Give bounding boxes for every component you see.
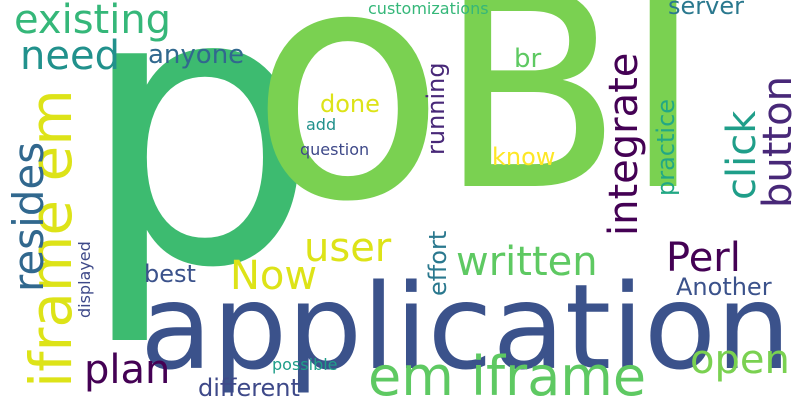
- word-o: o: [250, 0, 446, 272]
- word-effort: effort: [424, 230, 452, 296]
- word-application: application: [140, 258, 791, 396]
- word-em-iframe: em iframe: [368, 345, 647, 400]
- word-button: button: [755, 76, 800, 208]
- word-possible: possible: [272, 355, 338, 374]
- word-p: p: [78, 0, 320, 351]
- word-practice: practice: [652, 98, 680, 196]
- word-bi: BI: [438, 0, 703, 250]
- word-question: question: [300, 140, 370, 159]
- word-different: different: [198, 374, 300, 400]
- word-done: done: [320, 90, 380, 118]
- word-add: add: [306, 115, 337, 134]
- word-open: open: [690, 337, 790, 383]
- word-perl: Perl: [666, 235, 741, 281]
- word-need: need: [20, 33, 120, 79]
- word-server: server: [668, 0, 744, 20]
- word-integrate: integrate: [601, 52, 647, 236]
- word-know: know: [492, 143, 556, 171]
- word-customizations: customizations: [368, 0, 489, 18]
- word-user: user: [304, 225, 392, 271]
- word-anyone: anyone: [148, 40, 245, 70]
- word-best: best: [144, 260, 196, 288]
- word-displayed: displayed: [75, 241, 94, 318]
- word-another: Another: [676, 273, 772, 301]
- word-written: written: [456, 239, 598, 285]
- word-now: Now: [230, 253, 318, 299]
- word-plan: plan: [84, 347, 171, 393]
- word-running: running: [422, 62, 450, 155]
- word-existing: existing: [14, 0, 172, 43]
- word-br: br: [514, 44, 542, 74]
- word-resides: resides: [4, 141, 53, 292]
